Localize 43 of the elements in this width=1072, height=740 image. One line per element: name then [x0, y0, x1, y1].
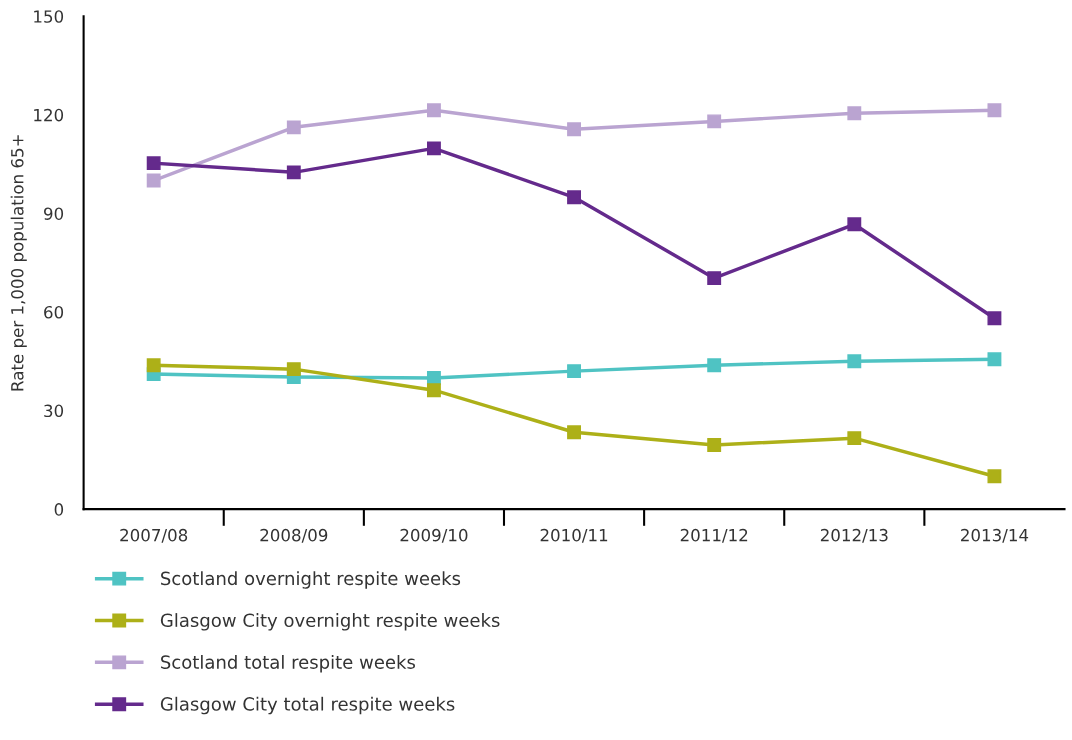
point — [987, 469, 1002, 484]
point — [146, 173, 161, 188]
y-tick-label: 60 — [44, 305, 64, 319]
x-tick-label: 2012/13 — [820, 528, 888, 543]
point — [847, 106, 862, 121]
point — [987, 352, 1002, 367]
point — [426, 103, 441, 118]
point — [146, 156, 161, 171]
point — [146, 358, 161, 373]
legend-label: Scotland total respite weeks — [161, 654, 416, 673]
legend-label: Glasgow City total respite weeks — [160, 696, 455, 715]
point — [567, 425, 582, 440]
point — [426, 141, 441, 156]
point — [987, 311, 1002, 326]
x-tick-label: 2011/12 — [680, 528, 748, 543]
y-tick-label: 90 — [44, 207, 64, 220]
point — [426, 383, 441, 398]
point — [987, 103, 1002, 118]
point — [847, 431, 862, 446]
point — [847, 217, 862, 232]
legend-label: Scotland overnight respite weeks — [161, 571, 461, 589]
x-tick-label: 2007/08 — [120, 528, 188, 543]
y-tick-label: 0 — [54, 503, 64, 516]
y-tick-label: 120 — [34, 108, 64, 122]
point — [567, 364, 582, 379]
point — [847, 354, 862, 369]
y-tick-label: 150 — [34, 10, 64, 23]
point — [286, 165, 301, 180]
point — [707, 271, 722, 286]
y-axis-title: Rate per 1,000 population 65+ — [10, 135, 27, 391]
point — [707, 438, 722, 452]
point — [707, 358, 722, 373]
x-tick-label: 2008/09 — [260, 528, 328, 543]
y-tick-label: 30 — [44, 404, 64, 418]
point — [286, 120, 301, 135]
legend-label: Glasgow City overnight respite weeks — [160, 613, 500, 631]
point — [567, 190, 582, 205]
x-tick-label: 2009/10 — [400, 528, 468, 543]
x-tick-label: 2010/11 — [540, 528, 608, 543]
point — [567, 122, 582, 137]
x-tick-label: 2013/14 — [961, 528, 1029, 543]
point — [707, 114, 722, 129]
point — [286, 362, 301, 377]
